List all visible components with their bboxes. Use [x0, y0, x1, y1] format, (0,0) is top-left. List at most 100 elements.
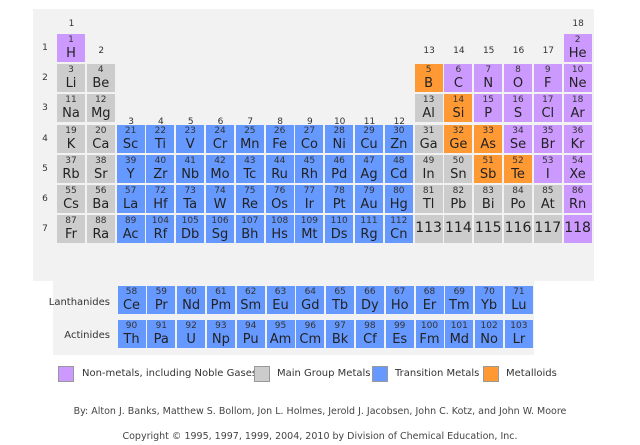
atomic-number: 108 — [271, 216, 289, 227]
atomic-number: 48 — [393, 155, 405, 166]
element-symbol: Tb — [331, 298, 349, 313]
atomic-number: 42 — [214, 155, 226, 166]
element-symbol: B — [424, 76, 434, 92]
period-label: 7 — [42, 224, 48, 235]
actinide-cell: 93 Np — [206, 320, 235, 348]
element-symbol: Cm — [299, 332, 322, 347]
atomic-number: 90 — [125, 321, 138, 331]
element-cell: 72 Hf — [146, 185, 175, 213]
element-cell: 10 Ne — [563, 64, 592, 93]
element-symbol: Te — [511, 166, 525, 182]
atomic-number: 116 — [504, 220, 532, 237]
period-label: 2 — [42, 73, 48, 84]
element-cell: 39 Y — [116, 154, 145, 183]
actinide-cell: 96 Cm — [296, 320, 325, 348]
atomic-number: 68 — [423, 287, 436, 297]
atomic-number: 89 — [124, 216, 137, 227]
atomic-number: 91 — [155, 321, 168, 331]
element-symbol: Rg — [360, 227, 378, 243]
element-symbol: Pb — [450, 197, 467, 212]
atomic-number: 102 — [480, 321, 498, 331]
atomic-number: 41 — [184, 155, 196, 166]
group-label: 12 — [393, 117, 406, 127]
atomic-number: 93 — [215, 321, 227, 331]
atomic-number: 18 — [571, 95, 584, 106]
lanthanide-cell: 58 Ce — [117, 286, 146, 314]
element-symbol: Cd — [390, 166, 408, 182]
element-symbol: Pt — [332, 197, 346, 212]
element-symbol: Po — [510, 197, 526, 212]
atomic-number: 109 — [300, 216, 318, 227]
element-symbol: Tl — [422, 197, 435, 212]
atomic-number: 45 — [303, 155, 316, 166]
atomic-number: 23 — [184, 125, 196, 136]
element-symbol: Hs — [271, 227, 288, 243]
element-cell: 52 Te — [504, 154, 532, 183]
element-symbol: Ni — [332, 136, 346, 152]
group-label: 1 — [68, 19, 75, 29]
element-cell: 29 Cu — [355, 124, 383, 153]
group-label: 3 — [128, 117, 134, 127]
atomic-number: 44 — [273, 155, 286, 166]
atomic-number: 72 — [154, 186, 167, 196]
atomic-number: 11 — [65, 95, 77, 106]
element-symbol: Si — [452, 106, 465, 122]
atomic-number: 97 — [334, 321, 346, 331]
element-cell: 31 Ga — [414, 124, 443, 153]
element-cell: 107 Bh — [235, 215, 264, 244]
element-cell: 77 Ir — [295, 185, 324, 213]
atomic-number: 76 — [273, 186, 286, 196]
element-symbol: Li — [65, 76, 77, 92]
atomic-number: 40 — [154, 155, 167, 166]
element-cell: 15 P — [474, 94, 503, 123]
element-symbol: Rb — [62, 166, 80, 182]
element-cell: 75 Re — [235, 185, 264, 213]
element-symbol: Ar — [570, 106, 585, 122]
period-label: 3 — [42, 103, 48, 114]
element-cell: 21 Sc — [116, 124, 145, 153]
group-label: 6 — [217, 117, 224, 127]
element-symbol: S — [513, 106, 523, 122]
element-symbol: Mg — [91, 106, 111, 122]
element-cell: 18 Ar — [563, 94, 592, 123]
atomic-number: 95 — [274, 321, 287, 331]
element-cell: 38 Sr — [86, 154, 115, 183]
atomic-number: 63 — [274, 287, 287, 297]
element-symbol: Nb — [181, 166, 200, 182]
atomic-number: 82 — [452, 186, 465, 196]
atomic-number: 92 — [185, 321, 197, 331]
actinide-cell: 95 Am — [266, 320, 295, 348]
lanthanide-cell: 60 Nd — [177, 286, 206, 314]
element-cell: 20 Ca — [86, 124, 115, 153]
element-symbol: O — [512, 76, 524, 92]
element-symbol: Ta — [183, 197, 198, 212]
atomic-number: 66 — [364, 287, 376, 297]
element-cell: 30 Zn — [384, 124, 413, 153]
element-symbol: At — [540, 197, 555, 212]
atomic-number: 77 — [303, 186, 316, 196]
element-cell: 84 Po — [504, 185, 532, 213]
element-symbol: Th — [123, 332, 140, 347]
element-cell: 43 Tc — [235, 154, 264, 183]
element-cell: 16 S — [504, 94, 532, 123]
element-symbol: Rh — [300, 166, 319, 182]
element-cell: 109 Mt — [295, 215, 324, 244]
atomic-number: 25 — [244, 125, 256, 136]
lanthanide-cell: 66 Dy — [355, 286, 384, 314]
element-symbol: Sm — [240, 298, 262, 313]
element-symbol: K — [66, 136, 76, 152]
atomic-number: 22 — [154, 125, 167, 136]
element-cell: 49 In — [414, 154, 443, 183]
element-cell: 104 Rf — [146, 215, 175, 244]
element-symbol: Ge — [449, 136, 468, 152]
element-symbol: Db — [181, 227, 200, 243]
element-symbol: Be — [92, 76, 110, 92]
element-symbol: Pd — [331, 166, 348, 182]
actinide-cell: 99 Es — [385, 320, 414, 348]
atomic-number: 94 — [244, 321, 257, 331]
element-cell: 118 — [563, 215, 592, 244]
atomic-number: 100 — [420, 321, 439, 331]
atomic-number: 110 — [330, 216, 348, 227]
